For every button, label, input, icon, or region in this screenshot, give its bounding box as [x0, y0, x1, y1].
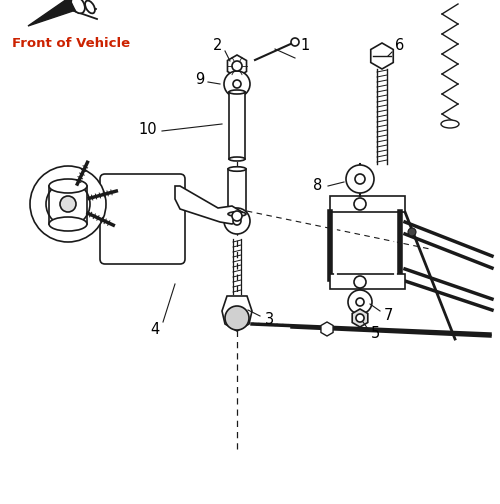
Ellipse shape — [229, 90, 245, 94]
Polygon shape — [175, 186, 242, 224]
Polygon shape — [330, 196, 405, 212]
Text: 5: 5 — [370, 327, 380, 342]
Text: 9: 9 — [196, 72, 204, 87]
Circle shape — [46, 182, 90, 226]
Text: 7: 7 — [384, 308, 392, 324]
Circle shape — [233, 217, 241, 225]
Circle shape — [224, 71, 250, 97]
Text: 6: 6 — [396, 38, 404, 53]
Circle shape — [356, 314, 364, 322]
Text: Front of Vehicle: Front of Vehicle — [12, 37, 130, 50]
Circle shape — [346, 165, 374, 193]
Ellipse shape — [228, 212, 246, 216]
Circle shape — [60, 196, 76, 212]
Circle shape — [291, 38, 299, 46]
Ellipse shape — [229, 157, 245, 161]
Ellipse shape — [71, 0, 85, 13]
Polygon shape — [222, 296, 252, 331]
Circle shape — [225, 306, 249, 330]
Circle shape — [354, 198, 366, 210]
Text: 1: 1 — [300, 38, 310, 53]
Polygon shape — [321, 322, 333, 336]
Ellipse shape — [49, 217, 87, 231]
Circle shape — [232, 61, 242, 71]
Polygon shape — [228, 169, 246, 214]
Ellipse shape — [228, 167, 246, 171]
Circle shape — [408, 228, 416, 236]
Text: 10: 10 — [138, 121, 158, 137]
Circle shape — [232, 211, 242, 221]
Polygon shape — [330, 274, 405, 289]
Ellipse shape — [49, 179, 87, 193]
Polygon shape — [228, 55, 246, 77]
Ellipse shape — [85, 1, 95, 14]
Circle shape — [30, 166, 106, 242]
FancyBboxPatch shape — [100, 174, 185, 264]
Circle shape — [233, 80, 241, 88]
Circle shape — [355, 174, 365, 184]
Text: 8: 8 — [314, 178, 322, 194]
Circle shape — [356, 298, 364, 306]
Text: 3: 3 — [266, 311, 274, 327]
Circle shape — [224, 208, 250, 234]
Polygon shape — [229, 92, 245, 159]
Text: 2: 2 — [214, 38, 222, 53]
Circle shape — [354, 276, 366, 288]
Polygon shape — [352, 309, 368, 327]
Polygon shape — [370, 43, 394, 69]
Circle shape — [348, 290, 372, 314]
Text: 4: 4 — [150, 322, 160, 337]
Ellipse shape — [441, 120, 459, 128]
Polygon shape — [28, 0, 75, 26]
